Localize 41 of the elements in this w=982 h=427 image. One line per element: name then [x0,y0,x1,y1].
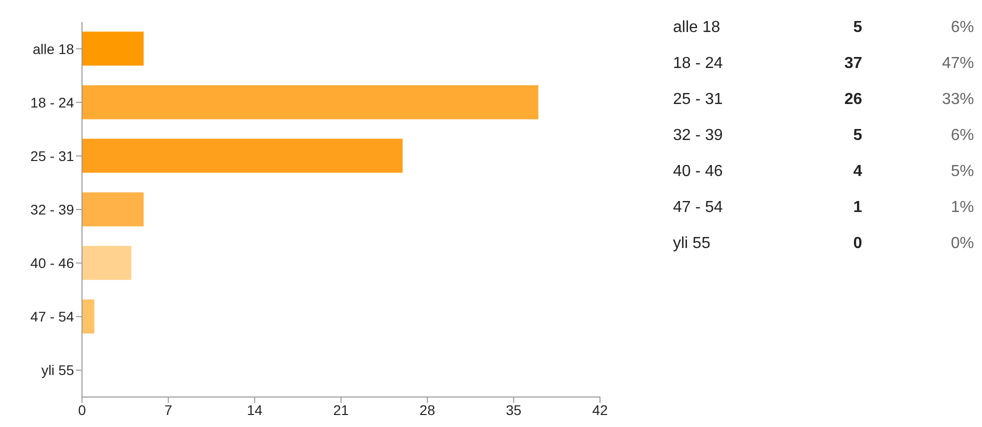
y-tick-label: 47 - 54 [30,308,74,325]
x-tick-label: 35 [506,402,522,418]
y-tick-label: yli 55 [41,362,74,378]
text: 1% [950,198,974,218]
text: yli 55 [673,234,712,254]
text: 47 - 54 [673,198,724,218]
text: 0 [852,234,862,254]
x-tick-label: 42 [592,402,608,418]
text: 25 - 31 [673,90,724,110]
text: 5 [852,18,862,38]
x-tick-label: 21 [333,402,349,418]
x-tick-label: 28 [420,402,436,418]
y-tick-label: alle 18 [32,40,74,57]
y-tick-label: 18 - 24 [30,94,74,110]
bar [82,300,94,334]
text: 32 - 39 [673,126,724,146]
bar [82,246,132,280]
text: 40 - 46 [673,162,724,182]
text: 47% [940,54,974,74]
bar [82,138,403,173]
text: 26 [843,90,862,110]
text: 33% [940,90,974,110]
y-tick-label: 25 - 31 [30,148,74,164]
text: 5% [950,162,974,182]
y-tick-label: 40 - 46 [30,255,74,272]
bar [82,192,144,226]
x-tick-label: 7 [164,402,172,418]
x-tick-label: 14 [246,402,263,418]
text: 6% [950,126,974,146]
text: 4 [852,162,862,182]
x-tick-label: 0 [78,402,86,418]
text: 37 [843,54,862,74]
bar [82,85,538,120]
text: alle 18 [673,18,722,38]
text: 0% [950,234,974,254]
text: 18 - 24 [673,54,724,74]
text: 1 [852,198,862,218]
y-tick-label: 32 - 39 [30,201,74,218]
text: 6% [950,18,974,38]
bar [82,32,144,66]
text: 5 [852,126,862,146]
